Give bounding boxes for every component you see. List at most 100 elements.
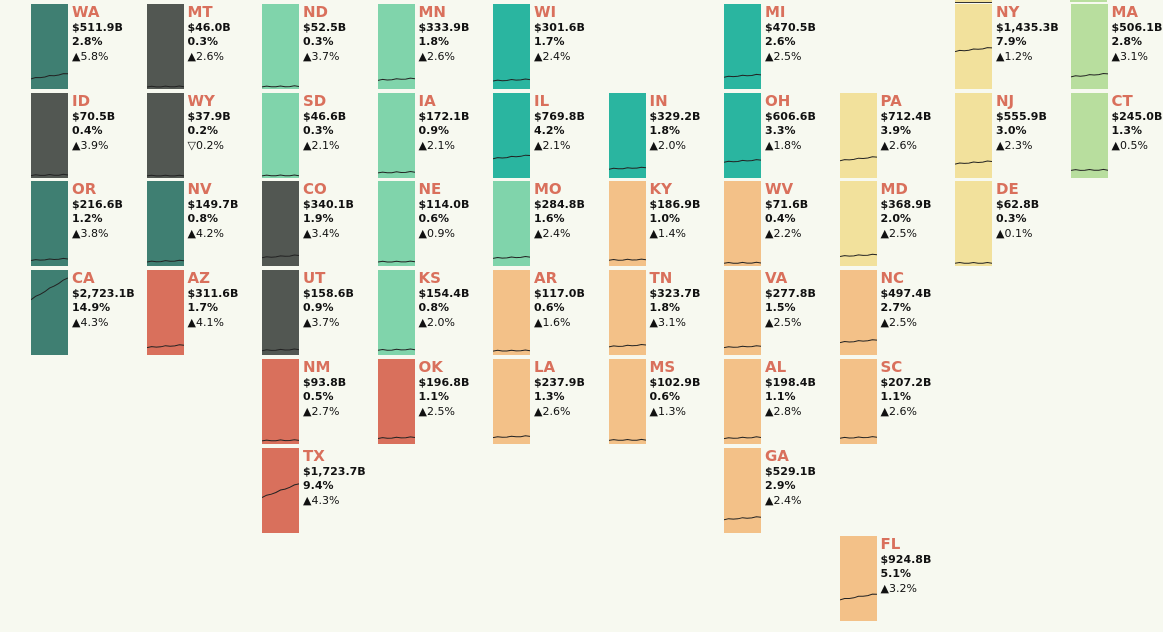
state-tile-ky[interactable]	[608, 181, 646, 267]
state-tile-nd[interactable]	[262, 4, 299, 89]
state-tile-ar[interactable]	[493, 270, 530, 356]
state-tile-ga[interactable]	[724, 447, 761, 533]
state-abbr: AL	[765, 357, 787, 376]
state-abbr: NC	[880, 269, 905, 288]
sparkline	[377, 170, 415, 174]
state-growth: ▲2.4%	[765, 493, 802, 507]
state-tile-nj[interactable]	[955, 92, 992, 178]
state-share: 0.4%	[765, 212, 796, 226]
state-tile-ks[interactable]	[377, 270, 415, 356]
state-tile-al[interactable]	[724, 358, 761, 444]
state-tile-wv[interactable]	[724, 181, 761, 267]
state-tile-id[interactable]	[31, 92, 68, 178]
sparkline	[839, 339, 877, 344]
state-gdp: $62.8B	[996, 198, 1040, 212]
state-growth: ▲2.0%	[649, 138, 686, 152]
state-share: 5.1%	[880, 567, 912, 581]
state-gdp: $117.0B	[534, 287, 585, 301]
state-gdp: $70.5B	[72, 109, 116, 123]
state-abbr: NY	[996, 3, 1020, 21]
state-tile-oh[interactable]	[724, 92, 761, 178]
state-tile-fl[interactable]	[839, 536, 877, 622]
state-tile-nm[interactable]	[262, 358, 299, 444]
state-info: ID $70.5B 0.4% ▲3.9%	[72, 92, 144, 153]
state-tile-mo[interactable]	[493, 181, 530, 267]
state-tile-co[interactable]	[262, 181, 299, 267]
state-share: 2.8%	[72, 35, 103, 48]
state-tile-ca[interactable]	[31, 270, 68, 356]
state-tile-tx[interactable]	[262, 447, 299, 533]
state-share: 1.8%	[418, 35, 450, 48]
state-tile-tn[interactable]	[608, 270, 646, 356]
state-share: 0.3%	[996, 212, 1027, 226]
state-tile-ma[interactable]	[1070, 4, 1108, 89]
state-abbr: AZ	[187, 269, 211, 288]
state-gdp: $102.9B	[649, 375, 701, 389]
state-abbr: UT	[303, 269, 326, 288]
state-gdp: $555.9B	[996, 109, 1047, 123]
state-gdp: $2,723.1B	[72, 287, 135, 301]
state-abbr: NM	[303, 357, 331, 376]
state-info: CT $245.0B 1.3% ▲0.5%	[1112, 92, 1163, 153]
state-tile-wy[interactable]	[146, 92, 184, 178]
state-share: 3.3%	[765, 123, 796, 137]
state-tile-il[interactable]	[493, 92, 530, 178]
state-tile-ok[interactable]	[377, 358, 415, 444]
state-gdp: $158.6B	[303, 287, 354, 301]
state-tile-in[interactable]	[608, 92, 646, 178]
state-tile-pa[interactable]	[839, 92, 877, 178]
state-abbr: VA	[765, 269, 788, 288]
state-abbr: MD	[880, 180, 908, 199]
state-tile-wi[interactable]	[493, 4, 530, 89]
state-tile-az[interactable]	[146, 270, 184, 356]
sparkline	[608, 166, 646, 170]
state-abbr: WI	[534, 3, 557, 21]
state-tile-va[interactable]	[724, 270, 761, 356]
state-tile-ia[interactable]	[377, 92, 415, 178]
state-info: TX $1,723.7B 9.4% ▲4.3%	[303, 447, 375, 508]
state-info: DE $62.8B 0.3% ▲0.1%	[996, 180, 1068, 241]
state-info: IN $329.2B 1.8% ▲2.0%	[650, 92, 722, 153]
state-info: TN $323.7B 1.8% ▲3.1%	[650, 269, 722, 330]
state-growth: ▲1.2%	[996, 50, 1033, 63]
state-tile-mn[interactable]	[377, 4, 415, 89]
sparkline	[955, 262, 992, 265]
state-abbr: AR	[534, 269, 558, 288]
sparkline	[377, 348, 415, 351]
state-tile-ms[interactable]	[608, 358, 646, 444]
state-abbr: CO	[303, 180, 327, 199]
state-tile-sc[interactable]	[839, 358, 877, 444]
state-gdp: $52.5B	[303, 21, 347, 34]
state-share: 1.9%	[303, 212, 334, 226]
state-tile-ne[interactable]	[377, 181, 415, 267]
state-abbr: PA	[880, 91, 902, 110]
sparkline	[608, 258, 646, 262]
state-share: 2.0%	[880, 212, 912, 226]
sparkline	[262, 85, 299, 88]
state-share: 3.9%	[880, 123, 912, 137]
state-tile-wa[interactable]	[31, 4, 68, 89]
state-growth: ▲0.5%	[1111, 138, 1148, 152]
state-gdp: $511.9B	[72, 21, 123, 34]
state-gdp: $46.0B	[187, 21, 231, 34]
state-tile-mi[interactable]	[724, 4, 761, 89]
state-tile-md[interactable]	[839, 181, 877, 267]
state-growth: ▲4.2%	[187, 227, 224, 241]
state-tile-sd[interactable]	[262, 92, 299, 178]
state-abbr: ND	[303, 3, 329, 21]
state-tile-ny[interactable]	[955, 4, 992, 89]
state-tile-la[interactable]	[493, 358, 530, 444]
state-tile-ut[interactable]	[262, 270, 299, 356]
state-info: NE $114.0B 0.6% ▲0.9%	[419, 180, 491, 241]
state-tile-nv[interactable]	[146, 181, 184, 267]
state-gdp: $311.6B	[187, 287, 239, 301]
state-tile-nc[interactable]	[839, 270, 877, 356]
state-tile-ct[interactable]	[1070, 92, 1108, 178]
state-share: 3.0%	[996, 123, 1027, 137]
state-tile-de[interactable]	[955, 181, 992, 267]
state-growth: ▲2.5%	[765, 50, 802, 63]
state-tile-mt[interactable]	[146, 4, 184, 89]
state-share: 1.2%	[72, 212, 103, 226]
state-tile-or[interactable]	[31, 181, 68, 267]
state-abbr: CT	[1111, 91, 1133, 110]
